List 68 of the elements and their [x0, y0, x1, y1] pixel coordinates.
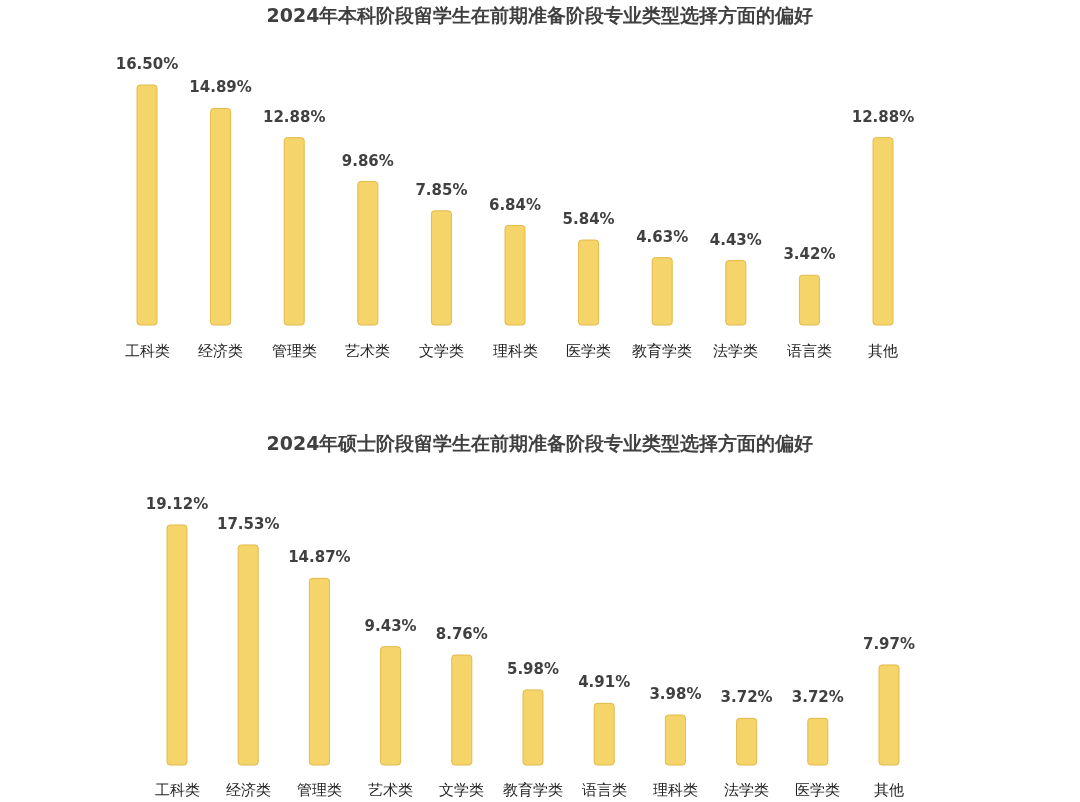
data-label: 12.88%	[262, 107, 326, 126]
x-tick-label: 医学类	[795, 781, 841, 799]
x-tick-label: 理科类	[652, 781, 698, 799]
data-label: 12.88%	[851, 107, 915, 126]
x-tick-label: 教育学类	[632, 342, 693, 360]
bar	[651, 257, 673, 326]
data-label: 3.42%	[783, 245, 836, 264]
data-label: 4.43%	[709, 230, 762, 249]
bar	[725, 260, 747, 326]
x-tick-label: 工科类	[124, 342, 170, 360]
x-tick-label: 其他	[874, 781, 904, 799]
data-label: 4.63%	[636, 227, 689, 246]
x-tick-label: 语言类	[581, 781, 627, 799]
data-label: 3.72%	[720, 688, 773, 707]
x-tick-label: 理科类	[492, 342, 538, 360]
bar	[357, 181, 379, 326]
data-label: 7.85%	[415, 180, 468, 199]
x-tick-label: 语言类	[786, 342, 832, 360]
data-label: 17.53%	[216, 514, 280, 533]
data-label: 3.98%	[649, 685, 702, 704]
bar	[878, 664, 900, 766]
data-label: 19.12%	[145, 495, 209, 513]
data-label: 6.84%	[488, 195, 542, 214]
bar	[664, 714, 686, 766]
bar	[872, 137, 894, 326]
bar	[578, 239, 600, 326]
bar	[380, 646, 402, 766]
x-tick-label: 文学类	[418, 342, 464, 360]
x-tick-label: 艺术类	[345, 342, 391, 360]
data-label: 8.76%	[435, 625, 488, 644]
bar	[736, 717, 758, 766]
bar	[807, 717, 829, 766]
x-tick-label: 法学类	[713, 342, 759, 360]
chart-title: 2024年本科阶段留学生在前期准备阶段专业类型选择方面的偏好	[266, 4, 814, 26]
x-tick-label: 教育学类	[503, 781, 563, 799]
data-label: 5.98%	[506, 659, 560, 678]
data-label: 14.89%	[189, 78, 252, 97]
data-label: 14.87%	[288, 548, 351, 567]
chart-title: 2024年硕士阶段留学生在前期准备阶段专业类型选择方面的偏好	[266, 432, 814, 454]
x-tick-label: 工科类	[154, 781, 200, 799]
bar	[136, 84, 158, 326]
x-tick-label: 医学类	[566, 342, 612, 360]
bar	[504, 225, 526, 326]
bar	[210, 107, 232, 326]
x-tick-label: 管理类	[296, 781, 342, 799]
data-label: 9.86%	[341, 151, 394, 170]
data-label: 9.43%	[364, 616, 417, 635]
x-tick-label: 文学类	[439, 781, 485, 799]
x-tick-label: 其他	[868, 342, 898, 360]
x-tick-label: 经济类	[225, 781, 271, 799]
bar	[237, 544, 259, 766]
bar	[166, 524, 188, 766]
data-label: 5.84%	[562, 210, 615, 229]
bar	[522, 689, 544, 766]
x-tick-label: 法学类	[724, 781, 770, 799]
bar	[308, 577, 330, 766]
x-tick-label: 艺术类	[368, 781, 414, 799]
data-label: 7.97%	[862, 634, 916, 653]
bar	[283, 137, 305, 326]
data-label: 16.50%	[115, 55, 179, 73]
bar	[451, 654, 473, 766]
data-label: 3.72%	[791, 688, 844, 707]
data-label: 4.91%	[578, 673, 631, 692]
x-tick-label: 管理类	[271, 342, 317, 360]
bar	[593, 702, 615, 766]
bar	[430, 210, 452, 326]
bar	[798, 274, 820, 326]
x-tick-label: 经济类	[198, 342, 244, 360]
